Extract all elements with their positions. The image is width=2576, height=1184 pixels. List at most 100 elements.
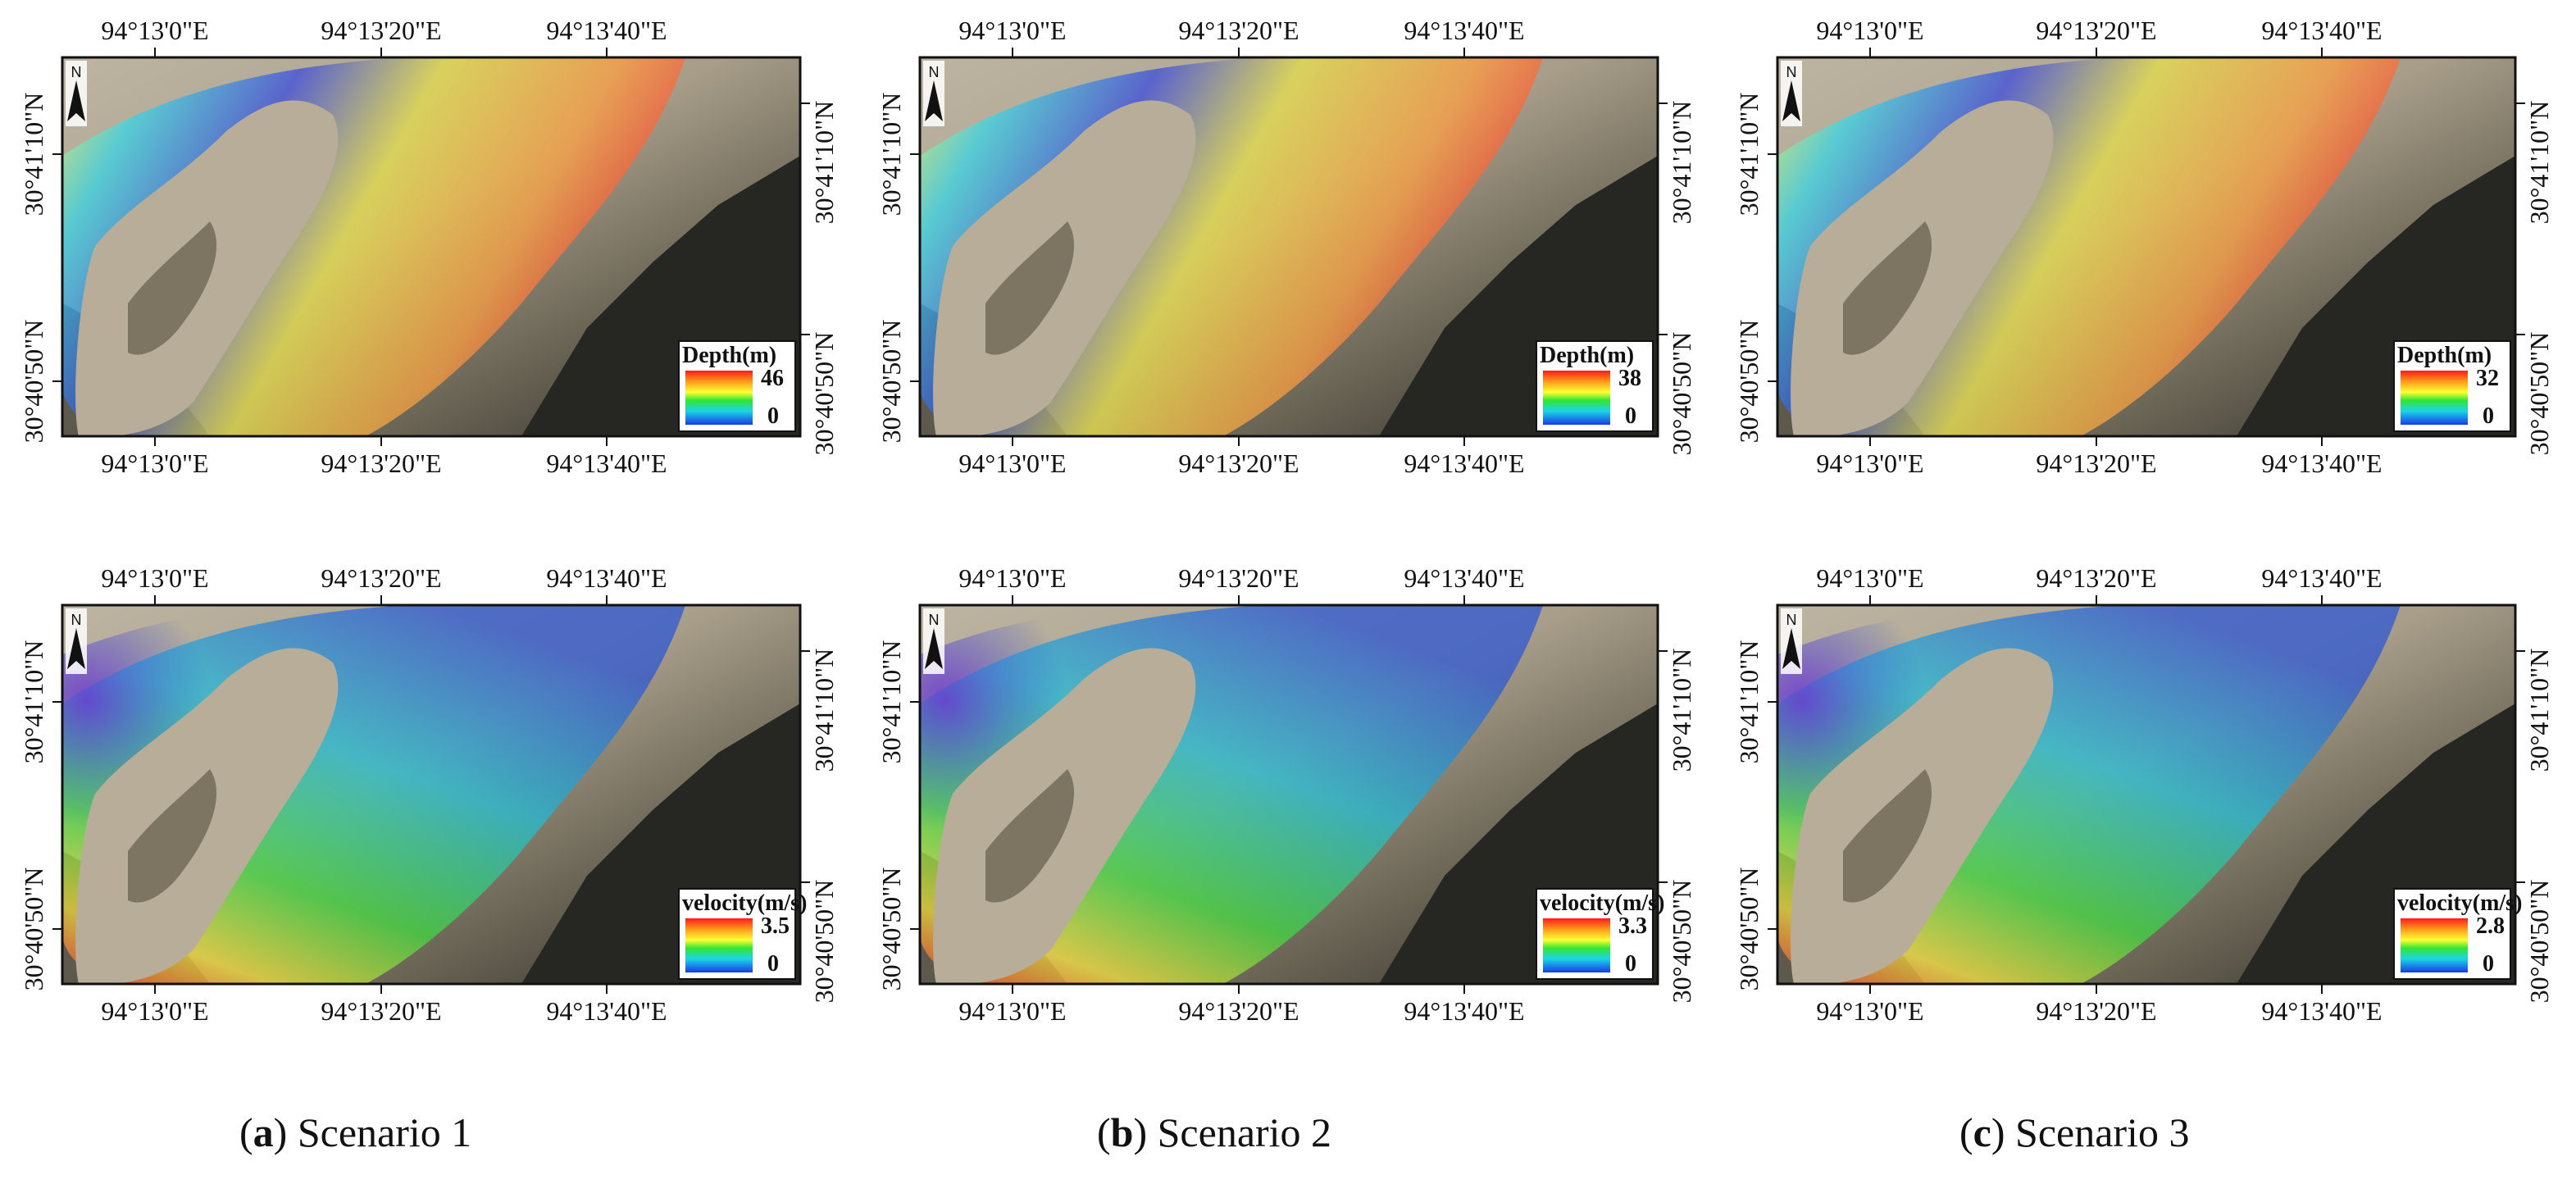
top-longitude-label: 94°13'40"E xyxy=(546,563,667,593)
legend-max-value: 32 xyxy=(2476,366,2499,391)
legend: velocity(m/s)2.8 0 xyxy=(2393,888,2522,980)
bottom-longitude-label: 94°13'20"E xyxy=(321,449,441,478)
legend-title: Depth(m) xyxy=(682,343,776,368)
bottom-longitude-label: 94°13'0"E xyxy=(101,449,208,478)
caption-a: (a) Scenario 1 xyxy=(239,1109,472,1155)
legend-min-value: 0 xyxy=(1625,403,1636,429)
bottom-longitude-label: 94°13'40"E xyxy=(2261,449,2382,478)
left-latitude-label: 30°40'50"N xyxy=(1734,320,1764,444)
legend: Depth(m)46 0 xyxy=(678,340,796,432)
map-c-depth: N Depth(m)32 0 94°13'0"E 94°13'20"E 94°13'40"… xyxy=(1734,16,2554,478)
legend: velocity(m/s)3.5 0 xyxy=(678,888,807,980)
north-arrow-icon xyxy=(67,80,85,121)
top-longitude-label: 94°13'0"E xyxy=(1816,16,1923,45)
legend-min-value: 0 xyxy=(767,403,779,429)
right-latitude-label: 30°41'10"N xyxy=(809,649,839,772)
top-longitude-label: 94°13'0"E xyxy=(958,563,1066,593)
bottom-longitude-label: 94°13'20"E xyxy=(321,996,441,1026)
legend-color-ramp xyxy=(2401,371,2468,425)
map-frame xyxy=(61,56,802,438)
legend-min-value: 0 xyxy=(1625,951,1636,977)
north-arrow-icon xyxy=(925,80,943,121)
left-latitude-label: 30°41'10"N xyxy=(19,640,48,764)
map-frame xyxy=(61,603,802,986)
top-longitude-label: 94°13'40"E xyxy=(1404,16,1524,45)
right-latitude-label: 30°40'50"N xyxy=(2524,880,2554,1004)
right-latitude-label: 30°41'10"N xyxy=(2524,101,2554,225)
top-longitude-label: 94°13'20"E xyxy=(321,563,441,593)
legend: Depth(m)38 0 xyxy=(1536,340,1654,432)
left-latitude-label: 30°41'10"N xyxy=(876,640,906,764)
legend-color-ramp xyxy=(685,371,753,425)
left-latitude-label: 30°40'50"N xyxy=(876,868,906,991)
legend-min-value: 0 xyxy=(2483,951,2494,977)
right-latitude-label: 30°41'10"N xyxy=(1667,101,1696,225)
north-arrow-icon xyxy=(67,628,85,669)
bottom-longitude-label: 94°13'0"E xyxy=(958,996,1066,1026)
left-latitude-label: 30°40'50"N xyxy=(19,320,48,444)
right-latitude-label: 30°41'10"N xyxy=(1667,649,1696,772)
north-arrow-icon xyxy=(925,628,943,669)
outcrop-shadow xyxy=(128,769,217,903)
legend: velocity(m/s)3.3 0 xyxy=(1536,888,1664,980)
map-a-depth: N Depth(m)46 0 94°13'0"E 94°13'20"E 94°13'40"… xyxy=(19,16,839,478)
left-latitude-label: 30°41'10"N xyxy=(876,93,906,216)
legend-color-ramp xyxy=(685,918,753,972)
bottom-longitude-label: 94°13'20"E xyxy=(1178,449,1299,478)
north-arrow-label: N xyxy=(929,612,940,628)
bottom-longitude-label: 94°13'40"E xyxy=(546,449,667,478)
top-longitude-label: 94°13'20"E xyxy=(1178,16,1299,45)
caption-c: (c) Scenario 3 xyxy=(1959,1109,2190,1155)
map-frame xyxy=(918,603,1659,986)
legend-max-value: 3.5 xyxy=(761,913,790,939)
top-longitude-label: 94°13'20"E xyxy=(2036,16,2156,45)
map-frame xyxy=(918,56,1659,438)
legend-title: velocity(m/s) xyxy=(682,890,807,916)
bottom-longitude-label: 94°13'40"E xyxy=(1404,449,1524,478)
bottom-longitude-label: 94°13'20"E xyxy=(2036,449,2156,478)
north-arrow-label: N xyxy=(1786,64,1797,80)
left-latitude-label: 30°41'10"N xyxy=(19,93,48,216)
left-latitude-label: 30°40'50"N xyxy=(1734,868,1764,991)
outcrop-shadow xyxy=(128,221,217,355)
legend-min-value: 0 xyxy=(767,951,779,977)
bottom-longitude-label: 94°13'40"E xyxy=(546,996,667,1026)
left-latitude-label: 30°41'10"N xyxy=(1734,640,1764,764)
legend-title: Depth(m) xyxy=(2397,343,2492,368)
top-longitude-label: 94°13'40"E xyxy=(2261,563,2382,593)
outcrop-shadow xyxy=(985,221,1075,355)
legend-max-value: 38 xyxy=(1618,366,1641,391)
legend-title: Depth(m) xyxy=(1540,343,1634,368)
right-latitude-label: 30°40'50"N xyxy=(809,332,839,456)
left-latitude-label: 30°41'10"N xyxy=(1734,93,1764,216)
right-latitude-label: 30°41'10"N xyxy=(2524,649,2554,772)
top-longitude-label: 94°13'20"E xyxy=(321,16,441,45)
north-arrow-icon xyxy=(1782,628,1800,669)
legend-color-ramp xyxy=(1543,371,1610,425)
north-arrow-label: N xyxy=(929,64,940,80)
north-arrow-label: N xyxy=(1786,612,1797,628)
right-latitude-label: 30°40'50"N xyxy=(1667,880,1696,1004)
bottom-longitude-label: 94°13'40"E xyxy=(1404,996,1524,1026)
right-latitude-label: 30°40'50"N xyxy=(1667,332,1696,456)
right-latitude-label: 30°41'10"N xyxy=(809,101,839,225)
bottom-longitude-label: 94°13'0"E xyxy=(958,449,1066,478)
map-frame xyxy=(1776,56,2517,438)
top-longitude-label: 94°13'20"E xyxy=(1178,563,1299,593)
legend: Depth(m)32 0 xyxy=(2393,340,2511,432)
legend-title: velocity(m/s) xyxy=(1540,890,1664,916)
outcrop-shadow xyxy=(1843,769,1932,903)
legend-max-value: 2.8 xyxy=(2476,913,2505,939)
legend-max-value: 46 xyxy=(761,366,784,391)
bottom-longitude-label: 94°13'0"E xyxy=(101,996,208,1026)
legend-max-value: 3.3 xyxy=(1618,913,1647,939)
top-longitude-label: 94°13'0"E xyxy=(1816,563,1923,593)
bottom-longitude-label: 94°13'0"E xyxy=(1816,449,1923,478)
map-b-depth: N Depth(m)38 0 94°13'0"E 94°13'20"E 94°13'40"… xyxy=(876,16,1696,478)
top-longitude-label: 94°13'40"E xyxy=(1404,563,1524,593)
